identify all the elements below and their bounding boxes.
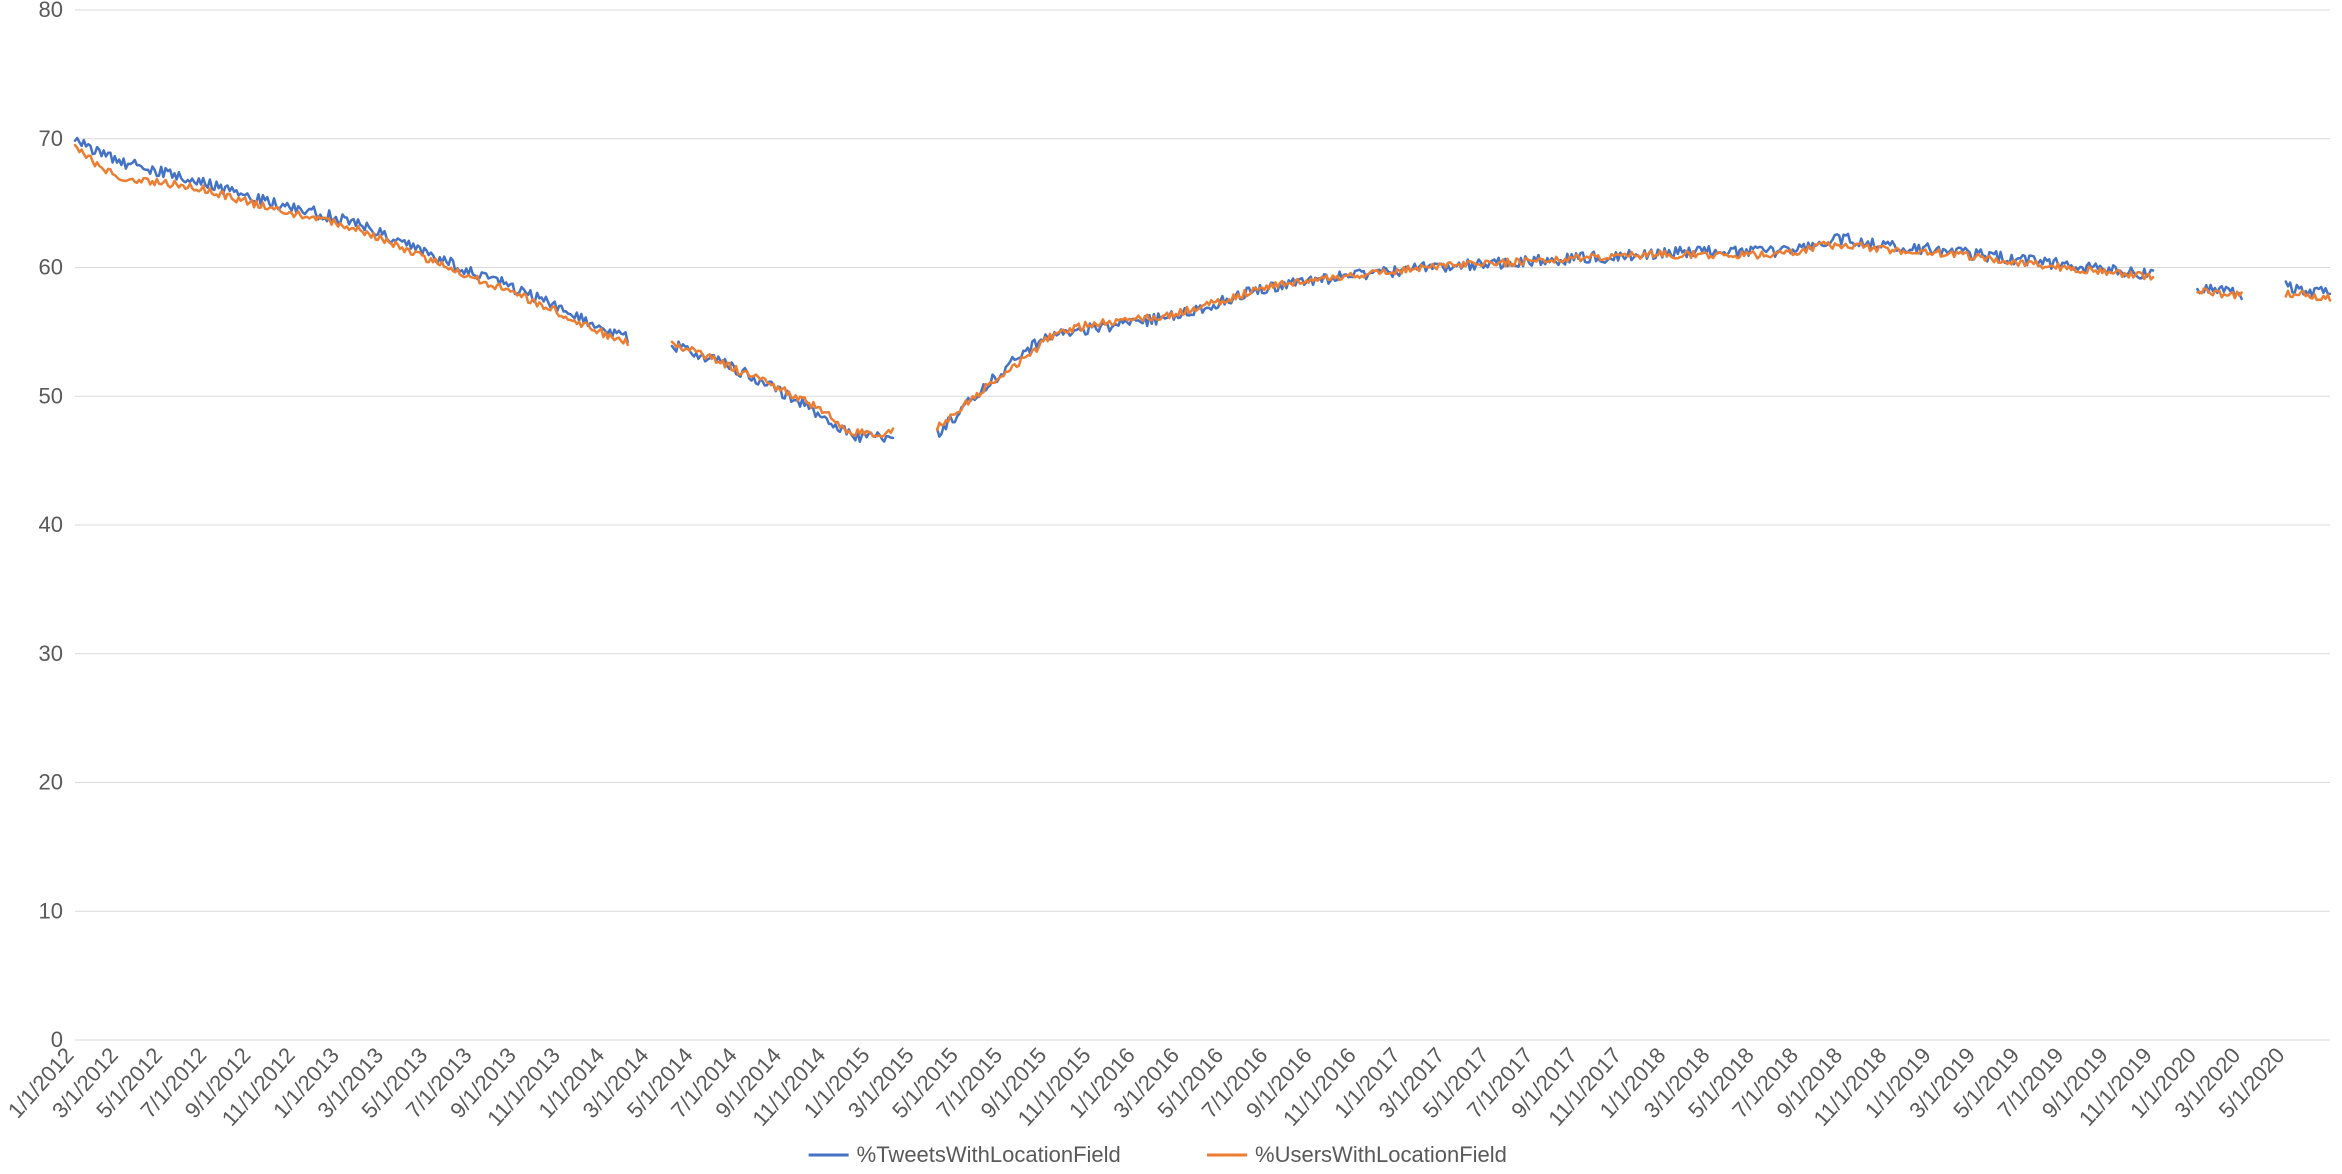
y-tick-label: 70 <box>39 126 63 151</box>
y-tick-label: 10 <box>39 898 63 923</box>
y-tick-label: 50 <box>39 383 63 408</box>
legend-label: %TweetsWithLocationField <box>857 1142 1121 1167</box>
y-tick-label: 80 <box>39 0 63 22</box>
y-tick-label: 30 <box>39 641 63 666</box>
y-tick-label: 60 <box>39 255 63 280</box>
chart-container: 010203040506070801/1/20123/1/20125/1/201… <box>0 0 2342 1174</box>
legend-label: %UsersWithLocationField <box>1255 1142 1507 1167</box>
y-tick-label: 20 <box>39 770 63 795</box>
y-tick-label: 40 <box>39 512 63 537</box>
line-chart: 010203040506070801/1/20123/1/20125/1/201… <box>0 0 2342 1174</box>
